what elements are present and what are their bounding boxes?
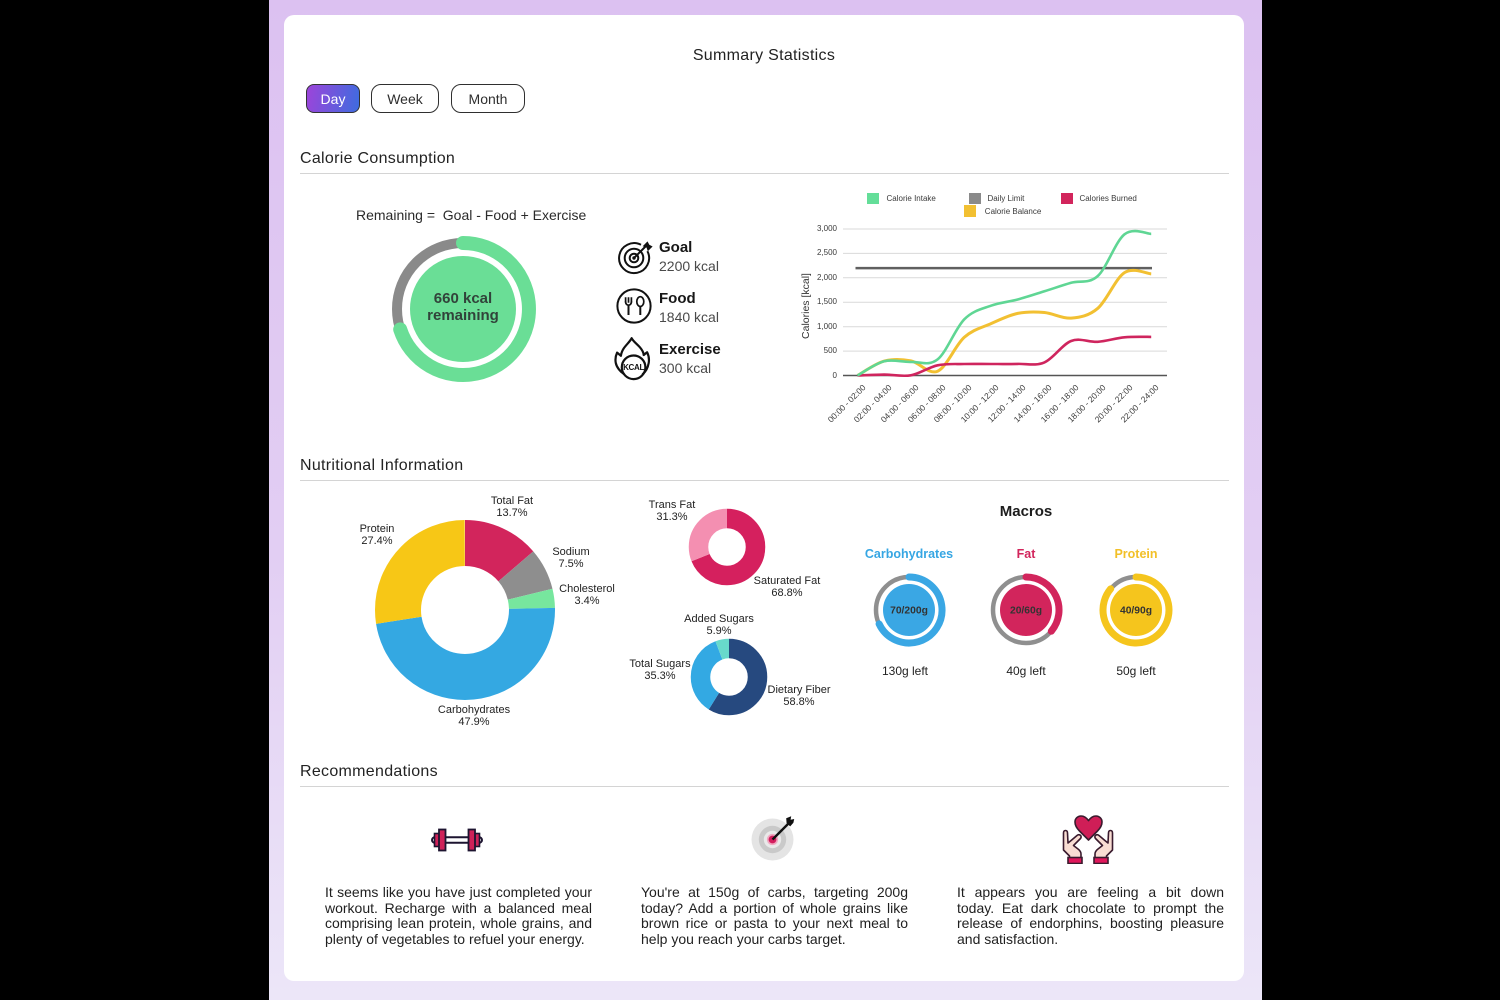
svg-text:70/200g: 70/200g: [890, 606, 928, 617]
svg-text:40/90g: 40/90g: [1120, 606, 1152, 617]
svg-text:20/60g: 20/60g: [1010, 606, 1042, 617]
